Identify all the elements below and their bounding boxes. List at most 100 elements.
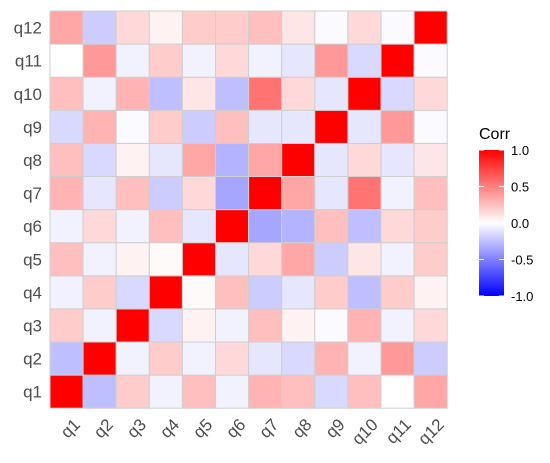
heatmap-cell-q12-q9 xyxy=(314,10,349,45)
heatmap-cell-q8-q9 xyxy=(314,142,349,177)
heatmap-cell-q5-q1 xyxy=(49,242,84,277)
heatmap-cell-q2-q9 xyxy=(314,341,349,376)
heatmap-cell-q6-q10 xyxy=(347,209,382,244)
y-tick-label: q12 xyxy=(14,19,42,38)
heatmap-cell-q8-q5 xyxy=(181,142,216,177)
x-tick-label: q4 xyxy=(156,415,183,442)
y-tick-label: q6 xyxy=(23,217,42,236)
heatmap-cell-q12-q7 xyxy=(248,10,283,45)
heatmap-cell-q9-q9 xyxy=(314,109,349,144)
heatmap-cell-q7-q2 xyxy=(82,176,117,211)
heatmap-cell-q8-q12 xyxy=(413,142,448,177)
heatmap-cell-q5-q5 xyxy=(181,242,216,277)
heatmap-cell-q2-q3 xyxy=(115,341,150,376)
heatmap-cell-q8-q10 xyxy=(347,142,382,177)
heatmap-cell-q7-q3 xyxy=(115,176,150,211)
heatmap-cell-q10-q10 xyxy=(347,76,382,111)
x-tick-label: q3 xyxy=(123,415,150,442)
heatmap-cell-q5-q8 xyxy=(281,242,316,277)
heatmap-cell-q10-q5 xyxy=(181,76,216,111)
heatmap-cell-q11-q2 xyxy=(82,43,117,78)
heatmap-cell-q3-q2 xyxy=(82,308,117,343)
heatmap-cell-q7-q10 xyxy=(347,176,382,211)
heatmap-cell-q4-q10 xyxy=(347,275,382,310)
heatmap-cell-q1-q5 xyxy=(181,374,216,409)
heatmap-cell-q12-q2 xyxy=(82,10,117,45)
heatmap-cell-q10-q1 xyxy=(49,76,84,111)
y-tick-label: q5 xyxy=(23,250,42,269)
heatmap-cell-q10-q3 xyxy=(115,76,150,111)
heatmap-cell-q7-q6 xyxy=(215,176,250,211)
heatmap-cell-q11-q1 xyxy=(49,43,84,78)
heatmap-cell-q5-q4 xyxy=(148,242,183,277)
heatmap-cell-q6-q12 xyxy=(413,209,448,244)
heatmap-cell-q10-q8 xyxy=(281,76,316,111)
legend-tick-label: 1.0 xyxy=(511,143,529,158)
heatmap-cell-q2-q2 xyxy=(82,341,117,376)
heatmap-cell-q5-q12 xyxy=(413,242,448,277)
heatmap-cell-q11-q6 xyxy=(215,43,250,78)
heatmap-cell-q10-q9 xyxy=(314,76,349,111)
heatmap-cell-q9-q12 xyxy=(413,109,448,144)
x-tick-label: q9 xyxy=(322,415,349,442)
y-tick-label: q1 xyxy=(23,383,42,402)
heatmap-cell-q1-q8 xyxy=(281,374,316,409)
heatmap-cell-q5-q7 xyxy=(248,242,283,277)
heatmap-cell-q9-q2 xyxy=(82,109,117,144)
heatmap-cell-q10-q2 xyxy=(82,76,117,111)
heatmap-cell-q11-q8 xyxy=(281,43,316,78)
x-tick-label: q12 xyxy=(414,415,447,448)
y-tick-label: q3 xyxy=(23,316,42,335)
heatmap-cell-q8-q6 xyxy=(215,142,250,177)
heatmap-cell-q9-q10 xyxy=(347,109,382,144)
heatmap-cell-q11-q12 xyxy=(413,43,448,78)
heatmap-cell-q12-q10 xyxy=(347,10,382,45)
heatmap-cell-q5-q11 xyxy=(380,242,415,277)
heatmap-cell-q10-q7 xyxy=(248,76,283,111)
legend-tick-label: -1.0 xyxy=(511,289,533,304)
heatmap-cell-q6-q1 xyxy=(49,209,84,244)
heatmap-cell-q12-q1 xyxy=(49,10,84,45)
heatmap-cell-q10-q12 xyxy=(413,76,448,111)
x-tick-label: q8 xyxy=(289,415,316,442)
heatmap-cell-q7-q4 xyxy=(148,176,183,211)
heatmap-cell-q5-q3 xyxy=(115,242,150,277)
heatmap-cell-q9-q4 xyxy=(148,109,183,144)
heatmap-cell-q6-q3 xyxy=(115,209,150,244)
x-axis-ticks: q1 q2 q3 q4 q5 q6 q7 q8 q9 q10 q11 q12 xyxy=(57,415,448,448)
heatmap-cell-q1-q3 xyxy=(115,374,150,409)
heatmap-cell-q9-q5 xyxy=(181,109,216,144)
heatmap-cell-q7-q11 xyxy=(380,176,415,211)
heatmap-cell-q8-q2 xyxy=(82,142,117,177)
heatmap-cell-q2-q10 xyxy=(347,341,382,376)
heatmap-cell-q4-q3 xyxy=(115,275,150,310)
legend-tick-label: -0.5 xyxy=(511,253,533,268)
heatmap-cell-q8-q3 xyxy=(115,142,150,177)
heatmap-cell-q5-q10 xyxy=(347,242,382,277)
heatmap-cell-q9-q8 xyxy=(281,109,316,144)
heatmap-cell-q7-q5 xyxy=(181,176,216,211)
heatmap-cell-q11-q10 xyxy=(347,43,382,78)
heatmap-cell-q12-q5 xyxy=(181,10,216,45)
heatmap-cell-q11-q5 xyxy=(181,43,216,78)
heatmap-cell-q1-q2 xyxy=(82,374,117,409)
heatmap-cell-q1-q4 xyxy=(148,374,183,409)
y-tick-label: q11 xyxy=(15,52,42,71)
heatmap-cell-q4-q9 xyxy=(314,275,349,310)
heatmap-cell-q12-q4 xyxy=(148,10,183,45)
heatmap-cell-q6-q5 xyxy=(181,209,216,244)
heatmap-cell-q4-q11 xyxy=(380,275,415,310)
heatmap-cell-q4-q8 xyxy=(281,275,316,310)
heatmap-cell-q4-q7 xyxy=(248,275,283,310)
heatmap-cell-q1-q9 xyxy=(314,374,349,409)
heatmap-cell-q6-q2 xyxy=(82,209,117,244)
heatmap-cell-q10-q4 xyxy=(148,76,183,111)
x-tick-label: q11 xyxy=(382,415,415,448)
heatmap-cell-q3-q3 xyxy=(115,308,150,343)
heatmap-cell-q4-q1 xyxy=(49,275,84,310)
legend-title: Corr xyxy=(479,126,511,143)
heatmap-cell-q12-q3 xyxy=(115,10,150,45)
heatmap-cell-q1-q12 xyxy=(413,374,448,409)
x-tick-label: q5 xyxy=(189,415,216,442)
heatmap-cell-q7-q9 xyxy=(314,176,349,211)
